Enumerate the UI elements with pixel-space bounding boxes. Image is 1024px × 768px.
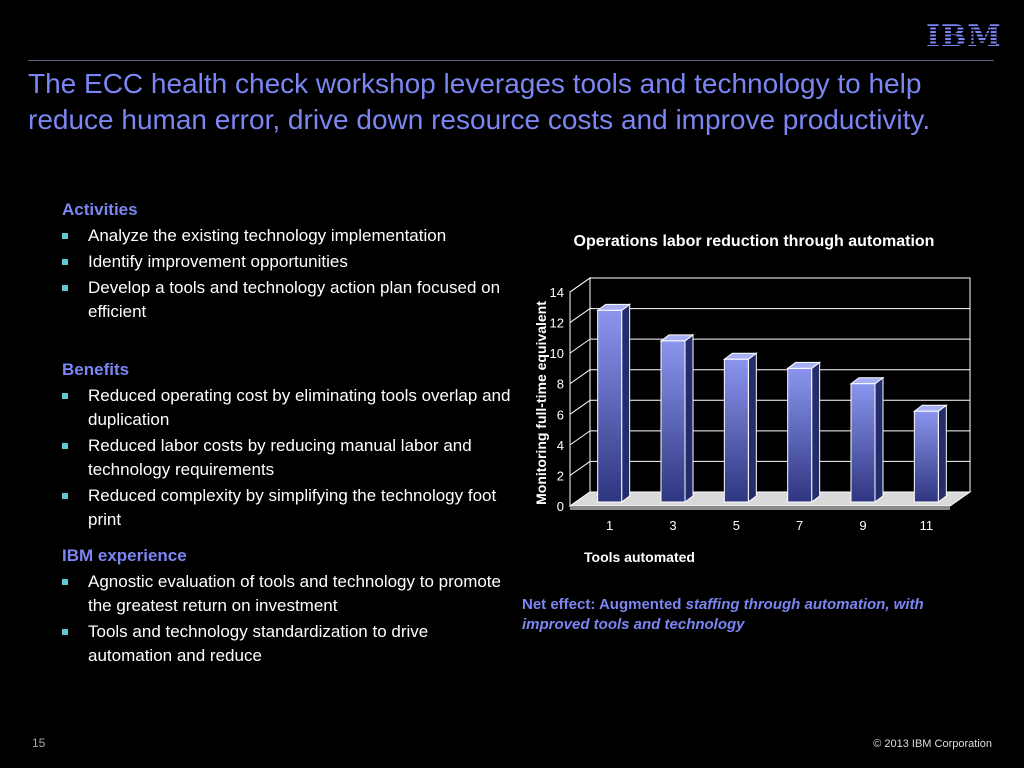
section-heading: Activities <box>62 200 138 219</box>
x-tick-label: 11 <box>920 518 934 533</box>
list-item-text: Tools and technology standardization to … <box>88 622 429 665</box>
bar-side <box>747 352 757 503</box>
bar <box>660 340 686 503</box>
gridline-side <box>569 430 591 446</box>
gridline-side <box>569 338 591 354</box>
net-effect-prefix: Net effect: Augmented <box>522 596 686 613</box>
section-benefits: Benefits Reduced operating cost by elimin… <box>62 360 512 532</box>
gridline-side <box>569 399 591 415</box>
square-bullet-icon <box>62 259 68 265</box>
bar <box>723 358 749 503</box>
section-ibm-experience: IBM experience Agnostic evaluation of too… <box>62 546 512 668</box>
list-item: Analyze the existing technology implemen… <box>62 224 512 248</box>
plot-back-wall <box>589 277 971 493</box>
y-axis-label: Monitoring full-time equivalent <box>533 301 549 505</box>
x-tick-label: 5 <box>733 518 740 533</box>
net-effect-emphasis: staffing through automation, with improv… <box>522 596 924 633</box>
list-item-text: Reduced complexity by simplifying the te… <box>88 486 497 529</box>
list-item: Develop a tools and technology action pl… <box>62 276 512 324</box>
gridline-side <box>569 308 591 323</box>
gridline-side <box>569 277 591 293</box>
plot-side-wall <box>569 277 591 507</box>
square-bullet-icon <box>62 493 68 499</box>
x-tick-label: 7 <box>796 518 803 533</box>
list-item-text: Develop a tools and technology action pl… <box>88 278 501 321</box>
bullet-list: Reduced operating cost by eliminating to… <box>62 384 512 532</box>
bar-side <box>684 333 694 503</box>
x-tick-label: 9 <box>859 518 866 533</box>
header-rule <box>28 60 994 61</box>
chart-container: Operations labor reduction through autom… <box>520 220 1000 580</box>
list-item: Agnostic evaluation of tools and technol… <box>62 570 512 618</box>
section-activities: Activities Analyze the existing technolog… <box>62 200 512 324</box>
copyright: © 2013 IBM Corporation <box>873 738 992 750</box>
gridline-side <box>569 461 591 476</box>
net-effect: Net effect: Augmented staffing through a… <box>522 595 992 635</box>
left-column: Activities Analyze the existing technolog… <box>62 200 512 682</box>
bar-side <box>874 376 884 503</box>
square-bullet-icon <box>62 443 68 449</box>
bar-side <box>621 303 631 503</box>
y-tick-label: 14 <box>550 285 564 300</box>
bar-side <box>811 361 821 503</box>
page-number: 15 <box>32 736 46 750</box>
bar <box>787 367 813 503</box>
chart-title: Operations labor reduction through autom… <box>574 233 935 250</box>
ibm-logo: IBM <box>926 19 1002 54</box>
square-bullet-icon <box>62 393 68 399</box>
list-item: Tools and technology standardization to … <box>62 620 512 668</box>
plot-floor-edge <box>570 506 950 510</box>
bar <box>597 309 623 503</box>
gridline-side <box>569 369 591 385</box>
x-tick-label: 1 <box>606 518 613 533</box>
x-tick-label: 3 <box>669 518 676 533</box>
y-tick-label: 0 <box>557 499 564 514</box>
x-axis-label: Tools automated <box>584 549 695 565</box>
bullet-list: Agnostic evaluation of tools and technol… <box>62 570 512 668</box>
section-heading: IBM experience <box>62 546 187 565</box>
list-item: Identify improvement opportunities <box>62 250 512 274</box>
square-bullet-icon <box>62 285 68 291</box>
list-item-text: Analyze the existing technology implemen… <box>88 226 447 245</box>
section-heading: Benefits <box>62 360 130 379</box>
y-tick-label: 4 <box>557 438 564 453</box>
y-tick-label: 10 <box>550 346 564 361</box>
y-tick-label: 8 <box>557 377 564 392</box>
bar <box>913 410 939 503</box>
list-item: Reduced operating cost by eliminating to… <box>62 384 512 432</box>
bar-chart: Operations labor reduction through autom… <box>533 233 972 565</box>
list-item: Reduced labor costs by reducing manual l… <box>62 434 512 482</box>
bullet-list: Analyze the existing technology implemen… <box>62 224 512 324</box>
y-tick-label: 6 <box>557 407 564 422</box>
list-item-text: Agnostic evaluation of tools and technol… <box>88 572 501 615</box>
list-item-text: Identify improvement opportunities <box>88 252 348 271</box>
list-item-text: Reduced labor costs by reducing manual l… <box>88 436 472 479</box>
bar <box>850 383 876 503</box>
list-item-text: Reduced operating cost by eliminating to… <box>88 386 511 429</box>
list-item: Reduced complexity by simplifying the te… <box>62 484 512 532</box>
y-tick-label: 12 <box>550 316 564 331</box>
slide-title: The ECC health check workshop leverages … <box>28 68 931 135</box>
square-bullet-icon <box>62 629 68 635</box>
square-bullet-icon <box>62 579 68 585</box>
square-bullet-icon <box>62 233 68 239</box>
bar-side <box>937 404 947 503</box>
y-tick-label: 2 <box>557 468 564 483</box>
